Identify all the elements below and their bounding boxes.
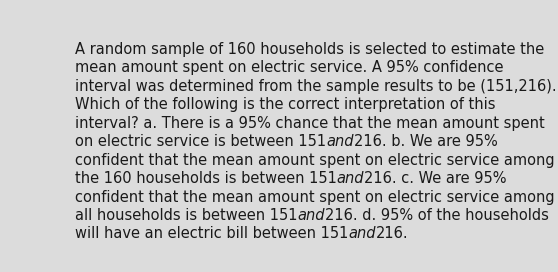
Text: Which of the following is the correct interpretation of this: Which of the following is the correct in… xyxy=(75,97,496,112)
Text: interval? a. There is a 95% chance that the mean amount spent: interval? a. There is a 95% chance that … xyxy=(75,116,545,131)
Text: 216.: 216. xyxy=(376,226,408,241)
Text: and: and xyxy=(348,226,376,241)
Text: interval was determined from the sample results to be (151,216).: interval was determined from the sample … xyxy=(75,79,556,94)
Text: will have an electric bill between 151: will have an electric bill between 151 xyxy=(75,226,348,241)
Text: 216. b. We are 95%: 216. b. We are 95% xyxy=(354,134,497,149)
Text: confident that the mean amount spent on electric service among: confident that the mean amount spent on … xyxy=(75,153,555,168)
Text: the 160 households is between 151: the 160 households is between 151 xyxy=(75,171,337,186)
Text: mean amount spent on electric service. A 95% confidence: mean amount spent on electric service. A… xyxy=(75,60,503,76)
Text: A random sample of 160 households is selected to estimate the: A random sample of 160 households is sel… xyxy=(75,42,544,57)
Text: and: and xyxy=(297,208,325,223)
Text: 216. d. 95% of the households: 216. d. 95% of the households xyxy=(325,208,549,223)
Text: confident that the mean amount spent on electric service among: confident that the mean amount spent on … xyxy=(75,190,555,205)
Text: and: and xyxy=(326,134,354,149)
Text: 216. c. We are 95%: 216. c. We are 95% xyxy=(364,171,507,186)
Text: and: and xyxy=(337,171,364,186)
Text: all households is between 151: all households is between 151 xyxy=(75,208,297,223)
Text: on electric service is between 151: on electric service is between 151 xyxy=(75,134,326,149)
